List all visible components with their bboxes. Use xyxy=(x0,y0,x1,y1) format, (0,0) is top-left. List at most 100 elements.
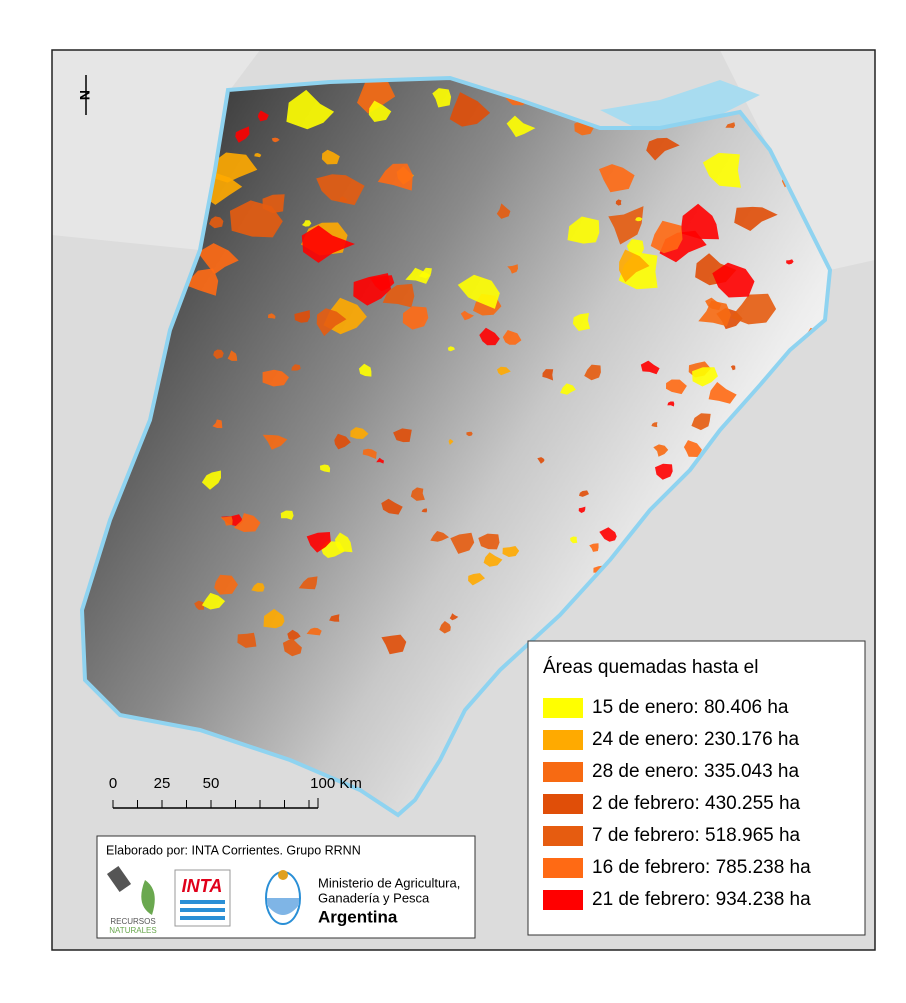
logo-text: NATURALES xyxy=(109,926,156,935)
burn-patch xyxy=(301,225,355,263)
burn-patch xyxy=(262,194,285,214)
burn-patch xyxy=(350,427,369,439)
burn-patch xyxy=(214,574,238,595)
burn-patch xyxy=(460,310,474,321)
burn-patch xyxy=(254,153,262,158)
legend-box xyxy=(527,640,866,936)
burn-patch xyxy=(478,533,500,550)
burn-patch xyxy=(572,313,591,331)
burn-patch xyxy=(294,310,310,323)
neighbor-region xyxy=(720,50,875,270)
burn-patch xyxy=(615,199,622,206)
burn-patch xyxy=(542,369,554,381)
burn-patch xyxy=(262,434,288,450)
scale-bar: 0 25 50 100 Km xyxy=(109,775,362,809)
legend-label: 16 de febrero: 785.238 ha xyxy=(592,857,811,878)
burn-patch xyxy=(646,137,680,161)
burn-patch xyxy=(358,363,372,377)
burn-patch xyxy=(497,366,511,376)
burn-patch xyxy=(691,413,711,431)
burn-patch xyxy=(298,576,318,590)
burn-patch xyxy=(287,629,301,641)
burn-patch xyxy=(635,217,643,222)
burn-patch xyxy=(650,220,683,254)
burn-patch xyxy=(306,532,331,553)
burn-patch xyxy=(334,433,351,450)
burn-patch xyxy=(537,457,545,464)
legend-label: 7 de febrero: 518.965 ha xyxy=(592,825,801,846)
burn-patch xyxy=(187,268,219,296)
burn-patch xyxy=(608,206,644,245)
burn-patch xyxy=(257,110,269,122)
burn-patch xyxy=(316,308,347,337)
burn-patch xyxy=(376,457,384,464)
burn-patch xyxy=(439,621,451,634)
ministry-text: Ministerio de Agricultura, xyxy=(318,875,460,890)
scale-label: 0 xyxy=(109,775,117,792)
burn-patch xyxy=(447,346,456,352)
legend-label: 24 de enero: 230.176 ha xyxy=(592,729,800,750)
inta-stripe xyxy=(180,908,225,912)
legend-swatch xyxy=(543,826,583,846)
burn-patch xyxy=(418,267,432,279)
burn-patch xyxy=(263,608,285,629)
burn-patch xyxy=(506,115,536,138)
burn-patch xyxy=(560,383,576,395)
burn-patch xyxy=(786,259,794,265)
burn-patch xyxy=(599,164,635,193)
burn-patch xyxy=(362,448,377,459)
burn-patch xyxy=(502,546,520,557)
burn-patch xyxy=(692,367,718,387)
burn-patch xyxy=(449,613,459,621)
burn-patch xyxy=(651,422,658,428)
burn-patch xyxy=(708,382,737,404)
leaf-icon xyxy=(141,880,155,915)
scale-label: 25 xyxy=(154,775,171,792)
burn-patch xyxy=(227,350,238,361)
burn-patch xyxy=(282,638,302,657)
legend: Áreas quemadas hasta el 15 de enero: 80.… xyxy=(527,640,866,936)
burn-patch xyxy=(705,297,722,311)
legend-swatch xyxy=(543,730,583,750)
burn-patch xyxy=(655,463,673,480)
inta-text: INTA xyxy=(182,876,223,896)
burn-patch xyxy=(321,149,340,165)
burn-patch xyxy=(280,510,294,520)
ministry-text: Ganadería y Pesca xyxy=(318,890,430,905)
satellite-icon xyxy=(106,865,132,893)
burn-patch xyxy=(212,419,223,429)
burn-patch xyxy=(734,206,778,231)
burn-patch xyxy=(725,122,736,129)
legend-swatch xyxy=(543,762,583,782)
burn-patch xyxy=(567,216,600,244)
burn-patch xyxy=(251,582,265,592)
scale-label: 50 xyxy=(203,775,220,792)
burn-patch xyxy=(291,364,301,371)
credits-text: Elaborado por: INTA Corrientes. Grupo RR… xyxy=(106,843,361,857)
burn-patch xyxy=(619,249,650,283)
burn-patch xyxy=(393,428,412,443)
burn-patch xyxy=(410,487,425,501)
legend-swatch xyxy=(543,858,583,878)
burn-patch xyxy=(468,573,485,586)
burn-patch xyxy=(316,174,365,206)
burn-patch xyxy=(667,401,675,407)
burn-patch xyxy=(712,262,755,298)
burn-patch xyxy=(483,552,503,567)
burn-patch xyxy=(381,498,403,515)
burn-patch xyxy=(579,490,589,497)
burn-patch xyxy=(653,444,669,457)
burn-patch xyxy=(570,536,578,544)
burn-patch xyxy=(209,216,224,229)
river xyxy=(600,80,760,130)
burn-patch xyxy=(197,243,239,275)
burn-patch xyxy=(430,531,449,542)
inta-stripe xyxy=(180,916,225,920)
burn-patch xyxy=(377,163,413,191)
coat-of-arms xyxy=(267,898,299,915)
burn-patch xyxy=(235,126,250,143)
burn-patch xyxy=(479,327,500,346)
burn-patch xyxy=(201,592,226,610)
burn-patch xyxy=(306,627,322,636)
